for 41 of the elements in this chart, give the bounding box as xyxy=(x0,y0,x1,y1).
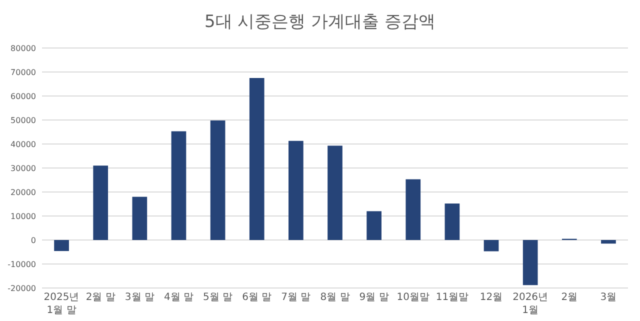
bar xyxy=(93,166,108,240)
bar xyxy=(328,146,342,240)
bar xyxy=(444,204,460,240)
x-tick-label: 2026년 1월 xyxy=(512,292,548,316)
y-tick-label: 50000 xyxy=(10,116,36,125)
y-tick-label: 60000 xyxy=(10,92,36,101)
bar xyxy=(601,240,616,244)
x-tick-label: 7월 말 xyxy=(281,292,311,303)
y-tick-label: 10000 xyxy=(10,212,36,221)
x-tick-label: 8월 말 xyxy=(320,292,350,303)
x-tick-label: 3월 말 xyxy=(124,292,154,303)
x-tick-label: 3월 xyxy=(600,292,617,303)
bar xyxy=(288,140,304,240)
bar xyxy=(210,120,226,240)
bar xyxy=(249,78,264,240)
bar xyxy=(484,240,499,252)
bar xyxy=(54,240,69,252)
y-tick-label: 0 xyxy=(30,236,36,245)
y-tick-label: 70000 xyxy=(10,68,36,77)
x-tick-label: 6월 말 xyxy=(242,292,272,303)
bar xyxy=(171,131,186,240)
y-tick-label: 40000 xyxy=(10,140,36,149)
bar xyxy=(406,179,421,240)
y-tick-label: -20000 xyxy=(8,284,36,293)
x-tick-label: 12월 xyxy=(480,292,503,303)
y-tick-label: -10000 xyxy=(8,260,36,269)
x-tick-label: 2월 말 xyxy=(86,292,116,303)
chart-title: 5대 시중은행 가계대출 증감액 xyxy=(204,12,436,32)
bar xyxy=(366,211,382,240)
x-tick-label: 10월말 xyxy=(396,292,430,303)
x-tick-label: 4월 말 xyxy=(164,292,194,303)
y-tick-label: 80000 xyxy=(10,44,36,53)
y-tick-label: 30000 xyxy=(10,164,36,173)
bar xyxy=(522,240,538,286)
bar xyxy=(132,196,148,240)
x-tick-label: 11월말 xyxy=(436,292,469,303)
x-tick-label: 9월 말 xyxy=(359,292,389,303)
y-tick-label: 20000 xyxy=(10,188,36,197)
x-tick-label: 2025년 1월 말 xyxy=(44,292,80,316)
x-tick-label: 2월 xyxy=(561,292,578,303)
x-tick-label: 5월 말 xyxy=(203,292,233,303)
